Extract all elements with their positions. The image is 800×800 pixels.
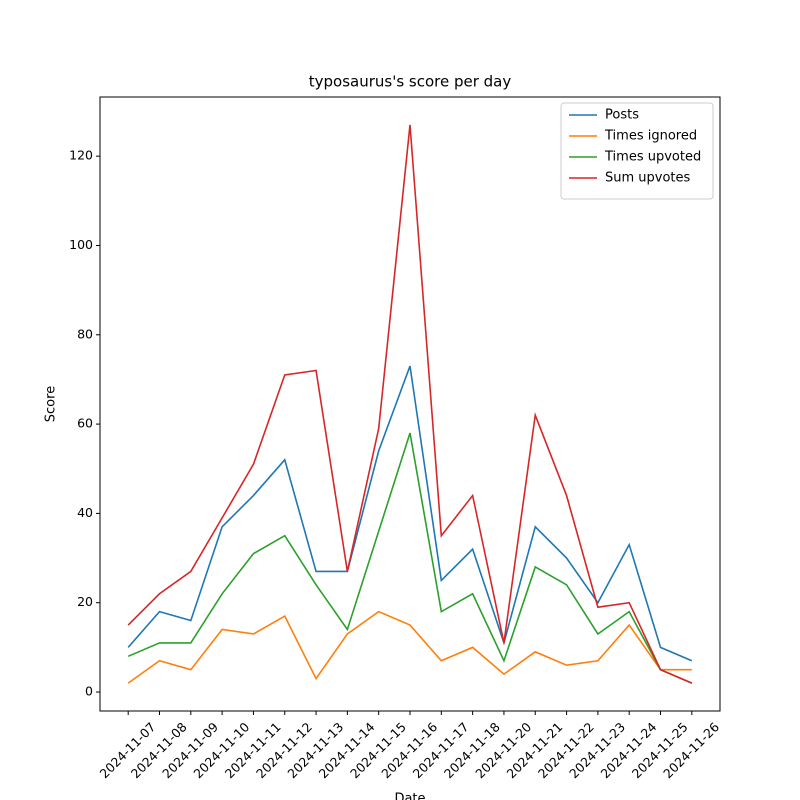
legend-label: Times ignored xyxy=(604,129,697,144)
legend-box xyxy=(560,102,714,200)
series-line xyxy=(127,365,693,662)
y-tick-label: 60 xyxy=(77,416,93,431)
legend-label: Posts xyxy=(605,108,639,123)
y-tick-label: 20 xyxy=(77,594,93,609)
legend-label: Times upvoted xyxy=(604,150,701,165)
legend-label: Sum upvotes xyxy=(605,171,691,186)
y-axis-label: Score xyxy=(44,386,59,422)
y-tick-label: 80 xyxy=(77,326,93,341)
series-line xyxy=(127,610,692,684)
series-line xyxy=(127,124,693,684)
y-tick-label: 120 xyxy=(69,148,93,163)
plot-frame xyxy=(99,96,721,712)
y-tick-label: 100 xyxy=(69,237,93,252)
y-tick-label: 0 xyxy=(85,684,93,699)
y-tick-label: 40 xyxy=(77,505,93,520)
x-axis-label: Date xyxy=(394,792,425,800)
series-line xyxy=(127,432,693,684)
chart-title: typosaurus's score per day xyxy=(309,73,512,91)
